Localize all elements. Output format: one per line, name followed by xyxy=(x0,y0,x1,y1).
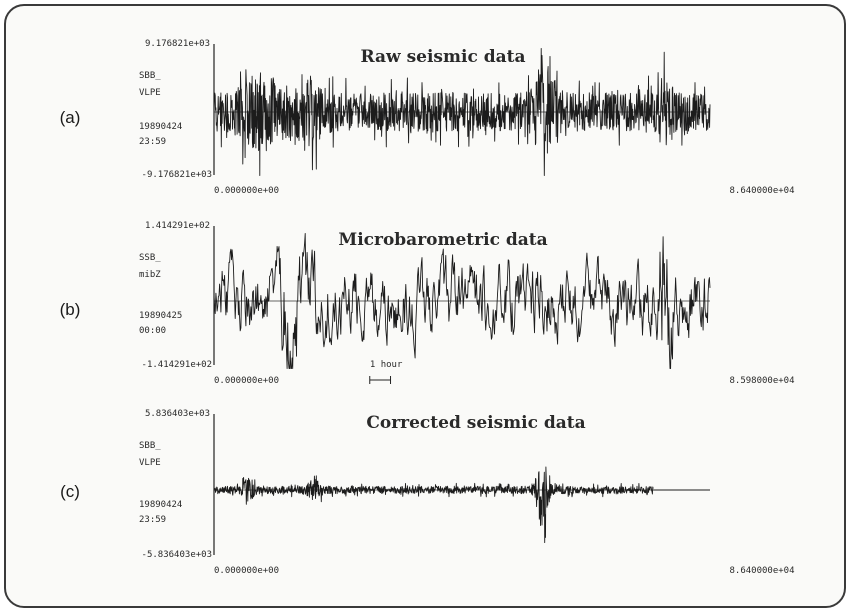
y-min-label: -5.836403e+03 xyxy=(142,550,212,560)
date-label: 19890425 xyxy=(139,311,182,321)
y-max-label: 9.176821e+03 xyxy=(145,39,210,49)
scale-bar: 1 hour xyxy=(369,360,403,384)
channel-label: VLPE xyxy=(139,88,161,98)
x-min-label: 0.000000e+00 xyxy=(214,376,279,386)
time-label: 00:00 xyxy=(139,326,166,336)
chart-title: Corrected seismic data xyxy=(366,413,585,433)
date-label: 19890424 xyxy=(139,122,182,132)
panel-3: (c) Corrected seismic data 5.836403e+03 -5.… xyxy=(60,409,794,576)
x-min-label: 0.000000e+00 xyxy=(214,186,279,196)
scale-bar-label: 1 hour xyxy=(370,360,403,370)
y-min-label: -9.176821e+03 xyxy=(142,170,212,180)
x-max-label: 8.640000e+04 xyxy=(729,186,794,196)
panel-label: (a) xyxy=(60,108,81,127)
y-min-label: -1.414291e+02 xyxy=(142,360,212,370)
x-max-label: 8.640000e+04 xyxy=(729,566,794,576)
date-label: 19890424 xyxy=(139,500,182,510)
station-label: SBB_ xyxy=(139,71,161,81)
x-max-label: 8.598000e+04 xyxy=(729,376,794,386)
series-line xyxy=(213,466,654,544)
chart-title: Raw seismic data xyxy=(361,47,526,67)
y-max-label: 1.414291e+02 xyxy=(145,221,210,231)
panel-1: (a) Raw seismic data 9.176821e+03 -9.176821… xyxy=(60,39,795,196)
panel-label: (c) xyxy=(60,482,80,501)
series-line xyxy=(213,233,711,369)
y-max-label: 5.836403e+03 xyxy=(145,409,210,419)
time-label: 23:59 xyxy=(139,515,166,525)
panel-2: (b) Microbarometric data 1.414291e+02 -1.41… xyxy=(60,221,795,386)
channel-label: VLPE xyxy=(139,458,161,468)
channel-label: mibZ xyxy=(139,270,161,280)
x-min-label: 0.000000e+00 xyxy=(214,566,279,576)
time-label: 23:59 xyxy=(139,137,166,147)
station-label: SBB_ xyxy=(139,441,161,451)
chart-title: Microbarometric data xyxy=(338,230,547,250)
station-label: SSB_ xyxy=(139,253,161,263)
panel-label: (b) xyxy=(60,300,81,319)
series-line xyxy=(213,48,711,176)
